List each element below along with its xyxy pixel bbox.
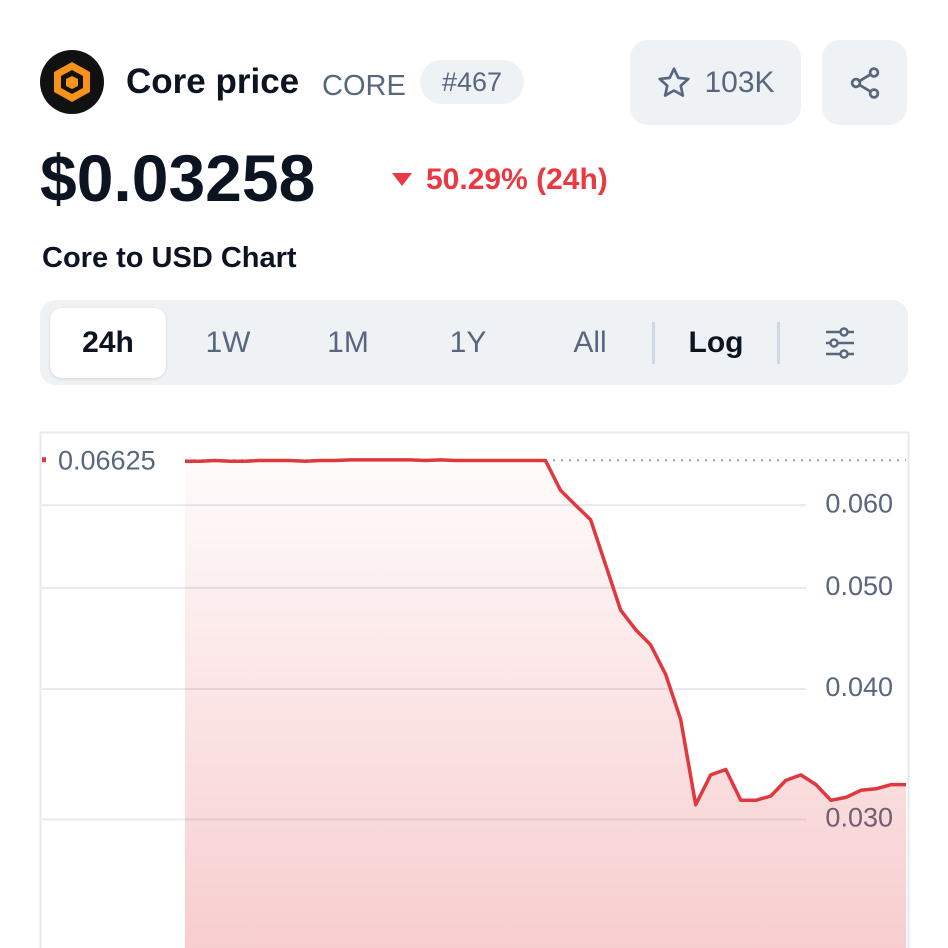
watchlist-count: 103K xyxy=(704,65,775,99)
high-label: 0.06625 xyxy=(58,445,156,475)
watchlist-button[interactable]: 103K xyxy=(630,40,801,125)
change-text: 50.29% (24h) xyxy=(426,163,608,196)
price: $0.03258 xyxy=(40,141,316,215)
logo-icon xyxy=(54,62,90,102)
tab[interactable]: 1M xyxy=(327,326,369,359)
range-tabs: 24h 1W 1M 1Y All Log xyxy=(40,300,908,385)
y-tick-label: 0.050 xyxy=(825,571,893,601)
area-fill xyxy=(185,459,906,948)
price-line xyxy=(185,458,906,807)
share-icon xyxy=(850,66,879,99)
coin-symbol: CORE xyxy=(322,70,406,102)
down-arrow xyxy=(392,173,412,186)
tab[interactable]: All xyxy=(573,326,607,359)
coin-logo xyxy=(40,50,104,114)
separator xyxy=(777,322,780,364)
high-marker xyxy=(42,457,46,463)
star-icon xyxy=(658,66,691,97)
tab[interactable]: Log xyxy=(688,326,744,359)
chart-frame xyxy=(39,431,910,948)
separator xyxy=(652,322,655,364)
tab[interactable]: 1Y xyxy=(449,326,487,359)
y-tick-label: 0.040 xyxy=(825,672,893,702)
chart-heading: Core to USD Chart xyxy=(42,242,297,274)
y-tick-label: 0.060 xyxy=(825,488,893,518)
tab[interactable]: 1W xyxy=(205,326,251,359)
settings-button[interactable] xyxy=(820,324,860,367)
share-button[interactable] xyxy=(822,40,907,125)
rank-badge: #467 xyxy=(420,60,525,104)
price-change: 50.29% (24h) xyxy=(392,163,608,197)
settings-icon xyxy=(826,327,854,359)
coin-name: Core price xyxy=(126,62,300,101)
tab[interactable]: 24h xyxy=(50,308,166,378)
